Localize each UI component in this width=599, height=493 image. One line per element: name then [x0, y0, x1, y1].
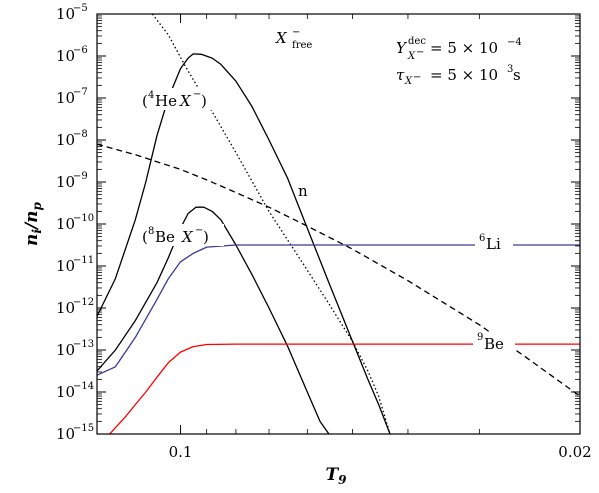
ticks-layer: [97, 13, 581, 435]
svg-text:free: free: [292, 40, 312, 51]
y-tick-label-7: 10−12: [56, 297, 94, 317]
y-tick-label-2: 10−7: [56, 87, 88, 107]
svg-text:−: −: [413, 72, 421, 83]
y-tick-label-4: 10−9: [56, 171, 88, 191]
svg-text:s: s: [513, 66, 521, 84]
series-line-2: [97, 206, 330, 434]
svg-text:−6: −6: [73, 45, 88, 56]
y-tick-label-8: 10−13: [56, 339, 94, 359]
series-line-5: [109, 343, 580, 434]
svg-text:−7: −7: [73, 87, 88, 98]
svg-text:−12: −12: [73, 297, 94, 308]
svg-text:dec: dec: [408, 36, 426, 47]
svg-text:−4: −4: [507, 37, 522, 48]
svg-text:10: 10: [56, 47, 75, 65]
svg-text:10: 10: [56, 383, 75, 401]
svg-text:10: 10: [56, 341, 75, 359]
svg-text:−: −: [193, 89, 201, 100]
annotation-xfree: X − free: [275, 27, 312, 51]
y-tick-label-6: 10−11: [56, 255, 94, 275]
svg-text:10: 10: [56, 131, 75, 149]
svg-text:−9: −9: [73, 171, 88, 182]
svg-text:): ): [201, 92, 207, 110]
svg-text:−8: −8: [73, 129, 88, 140]
svg-text:Li: Li: [486, 235, 501, 253]
svg-text:Be: Be: [155, 228, 175, 246]
series-line-0: [151, 14, 391, 434]
svg-text:X: X: [181, 228, 194, 246]
svg-text:−11: −11: [73, 255, 94, 266]
svg-text:(: (: [142, 228, 148, 246]
annotation-yield: Y dec X − = 5 × 10 −4: [396, 36, 522, 62]
svg-text:−14: −14: [73, 381, 94, 392]
svg-text:10: 10: [56, 425, 75, 443]
svg-text:n: n: [298, 182, 308, 200]
svg-text:X: X: [275, 29, 288, 47]
x-tick-labels: 0.1 0.02: [169, 443, 592, 461]
svg-text:τ: τ: [396, 66, 405, 84]
svg-text:−: −: [416, 47, 424, 58]
svg-text:9: 9: [477, 332, 483, 343]
svg-text:3: 3: [507, 64, 513, 75]
plot-frame: [96, 13, 581, 435]
svg-text:10: 10: [56, 5, 75, 23]
annotation-n: n: [298, 182, 308, 200]
svg-text:X: X: [179, 92, 192, 110]
svg-text:−15: −15: [73, 423, 94, 434]
svg-text:−: −: [292, 27, 300, 38]
y-tick-labels: 10−510−610−710−810−910−1010−1110−1210−13…: [56, 3, 94, 443]
annotation-be8x: ( 8 Be X − ): [140, 224, 224, 246]
svg-text:−: −: [195, 225, 203, 236]
annotation-tau: τ X − = 5 × 10 3 s: [396, 64, 521, 87]
svg-text:6: 6: [479, 233, 485, 244]
svg-text:−13: −13: [73, 339, 94, 350]
y-tick-label-10: 10−15: [56, 423, 94, 443]
svg-text:= 5 × 10: = 5 × 10: [430, 66, 498, 84]
svg-text:): ): [203, 228, 209, 246]
svg-text:10: 10: [56, 173, 75, 191]
x-axis-title: T9: [325, 465, 347, 487]
svg-text:10: 10: [56, 299, 75, 317]
svg-text:He: He: [155, 92, 177, 110]
svg-text:4: 4: [148, 90, 154, 101]
svg-text:10: 10: [56, 89, 75, 107]
y-tick-label-0: 10−5: [56, 3, 88, 23]
svg-text:(: (: [142, 92, 148, 110]
svg-text:8: 8: [148, 226, 154, 237]
y-tick-label-1: 10−6: [56, 45, 88, 65]
series-line-4: [97, 244, 580, 376]
svg-text:X: X: [407, 51, 416, 62]
svg-text:10: 10: [56, 215, 75, 233]
annotation-li6: 6 Li: [475, 232, 513, 253]
y-tick-label-5: 10−10: [56, 213, 94, 233]
svg-text:10: 10: [56, 257, 75, 275]
svg-text:Be: Be: [484, 335, 504, 353]
x-tick-label-1: 0.02: [558, 443, 591, 461]
svg-text:−5: −5: [73, 3, 88, 14]
svg-text:Y: Y: [396, 39, 408, 57]
curves-layer: [97, 14, 580, 434]
annotation-he4x: ( 4 He X − ): [140, 88, 220, 110]
y-axis-title: ni/np: [22, 201, 44, 246]
series-line-1: [97, 53, 391, 434]
y-tick-label-9: 10−14: [56, 381, 94, 401]
y-tick-label-3: 10−8: [56, 129, 88, 149]
svg-text:= 5 × 10: = 5 × 10: [430, 39, 498, 57]
svg-text:−10: −10: [73, 213, 94, 224]
series-line-3: [97, 143, 580, 397]
x-tick-label-0: 0.1: [169, 443, 193, 461]
annotation-be9: 9 Be: [473, 332, 515, 353]
svg-text:X: X: [404, 76, 413, 87]
